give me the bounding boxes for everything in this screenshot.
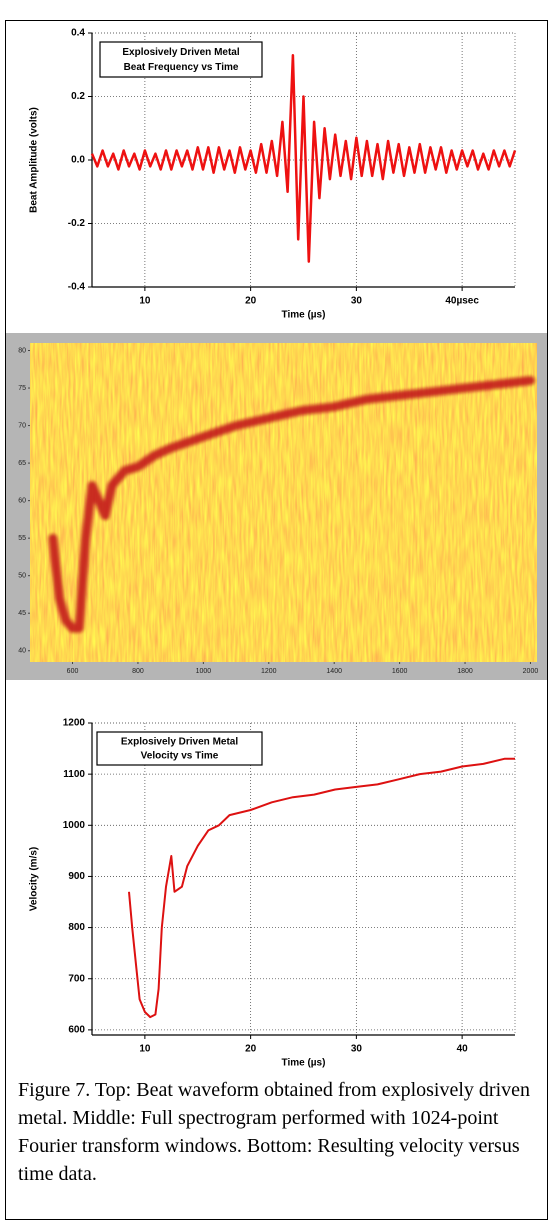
chart-subtitle: Velocity vs Time bbox=[141, 750, 219, 761]
title-box bbox=[99, 41, 263, 78]
y-tick-label: 80 bbox=[18, 347, 26, 354]
y-tick-label: 0.2 bbox=[71, 91, 85, 102]
y-tick-label: 70 bbox=[18, 422, 26, 429]
chart-subtitle: Beat Frequency vs Time bbox=[124, 62, 239, 73]
ridge bbox=[48, 376, 535, 633]
x-tick-label: 10 bbox=[139, 296, 151, 307]
y-tick-label: 900 bbox=[68, 871, 85, 882]
y-tick-label: 1200 bbox=[63, 718, 86, 729]
x-tick-label: 1200 bbox=[261, 668, 277, 675]
y-axis-label: Beat Amplitude (volts) bbox=[29, 107, 40, 213]
plot-area bbox=[91, 722, 516, 1036]
x-axis-label: Time (µs) bbox=[282, 310, 326, 321]
title-box bbox=[96, 731, 263, 766]
y-tick-label: 800 bbox=[68, 922, 85, 933]
x-tick-label: 20 bbox=[245, 1044, 257, 1055]
x-tick-label: 30 bbox=[351, 296, 363, 307]
figure-border bbox=[5, 20, 548, 1220]
y-tick-label: 50 bbox=[18, 573, 26, 580]
data-line bbox=[128, 757, 515, 1019]
y-tick-label: 0.0 bbox=[71, 155, 85, 166]
x-tick-label: 1000 bbox=[196, 668, 212, 675]
x-tick-label: 40µsec bbox=[445, 296, 479, 307]
y-tick-label: 75 bbox=[18, 385, 26, 392]
y-tick-label: 1100 bbox=[63, 769, 85, 780]
y-tick-label: 600 bbox=[68, 1025, 85, 1036]
x-tick-label: 20 bbox=[245, 296, 257, 307]
y-tick-label: 700 bbox=[68, 973, 85, 984]
x-tick-label: 800 bbox=[132, 668, 144, 675]
x-tick-label: 10 bbox=[139, 1044, 151, 1055]
y-tick-label: 65 bbox=[18, 460, 26, 467]
x-tick-label: 2000 bbox=[523, 668, 539, 675]
y-tick-label: 0.4 bbox=[71, 28, 85, 39]
y-tick-label: 55 bbox=[18, 535, 26, 542]
y-tick-label: 60 bbox=[18, 497, 26, 504]
y-tick-label: -0.2 bbox=[68, 218, 86, 229]
x-tick-label: 30 bbox=[351, 1044, 363, 1055]
y-tick-label: 1000 bbox=[63, 820, 86, 831]
caption: Figure 7. Top: Beat waveform obtained fr… bbox=[18, 1079, 531, 1185]
x-axis-label: Time (µs) bbox=[282, 1058, 326, 1069]
heatmap-background bbox=[30, 343, 537, 662]
y-tick-label: 45 bbox=[18, 610, 26, 617]
x-tick-label: 600 bbox=[67, 668, 79, 675]
chart-title: Explosively Driven Metal bbox=[121, 737, 238, 748]
y-tick-label: 40 bbox=[18, 648, 26, 655]
chart-title: Explosively Driven Metal bbox=[122, 47, 239, 58]
y-axis-label: Velocity (m/s) bbox=[29, 847, 40, 911]
x-tick-label: 1400 bbox=[326, 668, 342, 675]
x-tick-label: 1800 bbox=[457, 668, 473, 675]
x-tick-label: 40 bbox=[457, 1044, 469, 1055]
x-tick-label: 1600 bbox=[392, 668, 408, 675]
y-tick-label: -0.4 bbox=[68, 282, 86, 293]
data-line bbox=[90, 53, 517, 263]
